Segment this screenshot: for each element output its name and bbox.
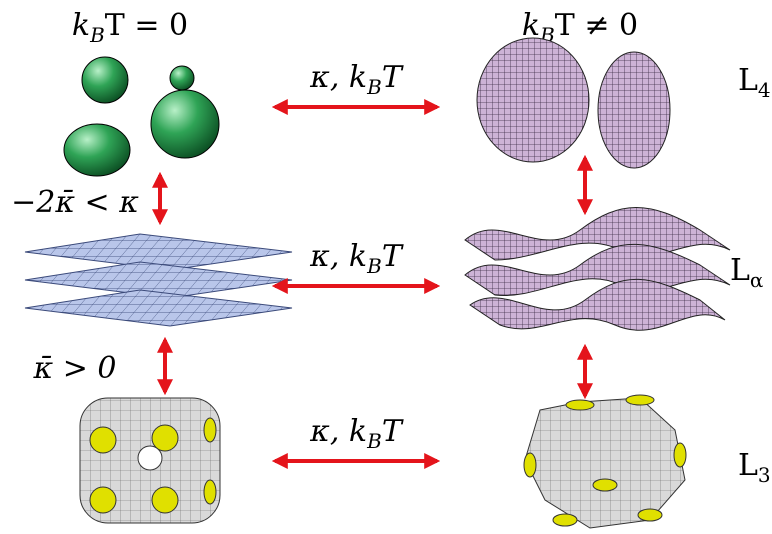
pore <box>151 486 179 514</box>
wavy-stack <box>464 207 731 331</box>
plane <box>24 289 293 327</box>
lamellar-stack <box>24 233 293 327</box>
phase-label: L4 <box>738 63 771 102</box>
sphere <box>63 123 131 177</box>
plane <box>24 233 293 271</box>
pore <box>203 479 217 505</box>
pore <box>565 399 595 411</box>
pore <box>592 478 618 492</box>
fluctuating-vesicles <box>476 37 671 169</box>
sheet <box>464 243 731 296</box>
header-right: kBT ≠ 0 <box>522 8 638 47</box>
sheet <box>469 278 726 331</box>
sponge-structure <box>523 394 687 529</box>
header-left: kBT = 0 <box>72 8 188 47</box>
pore <box>637 508 663 522</box>
pore <box>203 417 217 443</box>
pore <box>89 486 117 514</box>
pore <box>673 442 687 468</box>
ellipsoid <box>476 37 590 163</box>
sheet <box>464 207 731 261</box>
phase-label: L3 <box>738 448 771 487</box>
pore <box>151 424 179 452</box>
phase-label: Lα <box>730 253 763 292</box>
sphere <box>169 65 195 91</box>
cubic-structure <box>79 397 221 524</box>
arrow-label: κ, kBT <box>309 239 404 278</box>
arrow-label: κ, kBT <box>309 414 404 453</box>
vesicles <box>63 56 220 177</box>
pore <box>625 394 655 406</box>
pore <box>89 426 117 454</box>
sphere <box>150 89 220 159</box>
condition: −2κ̄ < κ <box>11 185 139 220</box>
arrow-label: κ, kBT <box>309 60 404 99</box>
ellipsoid <box>597 51 671 169</box>
pore <box>137 445 163 471</box>
pore <box>552 513 578 527</box>
sphere <box>81 56 129 104</box>
pore <box>523 452 537 478</box>
block <box>524 397 686 529</box>
condition: κ̄ > 0 <box>33 351 117 386</box>
